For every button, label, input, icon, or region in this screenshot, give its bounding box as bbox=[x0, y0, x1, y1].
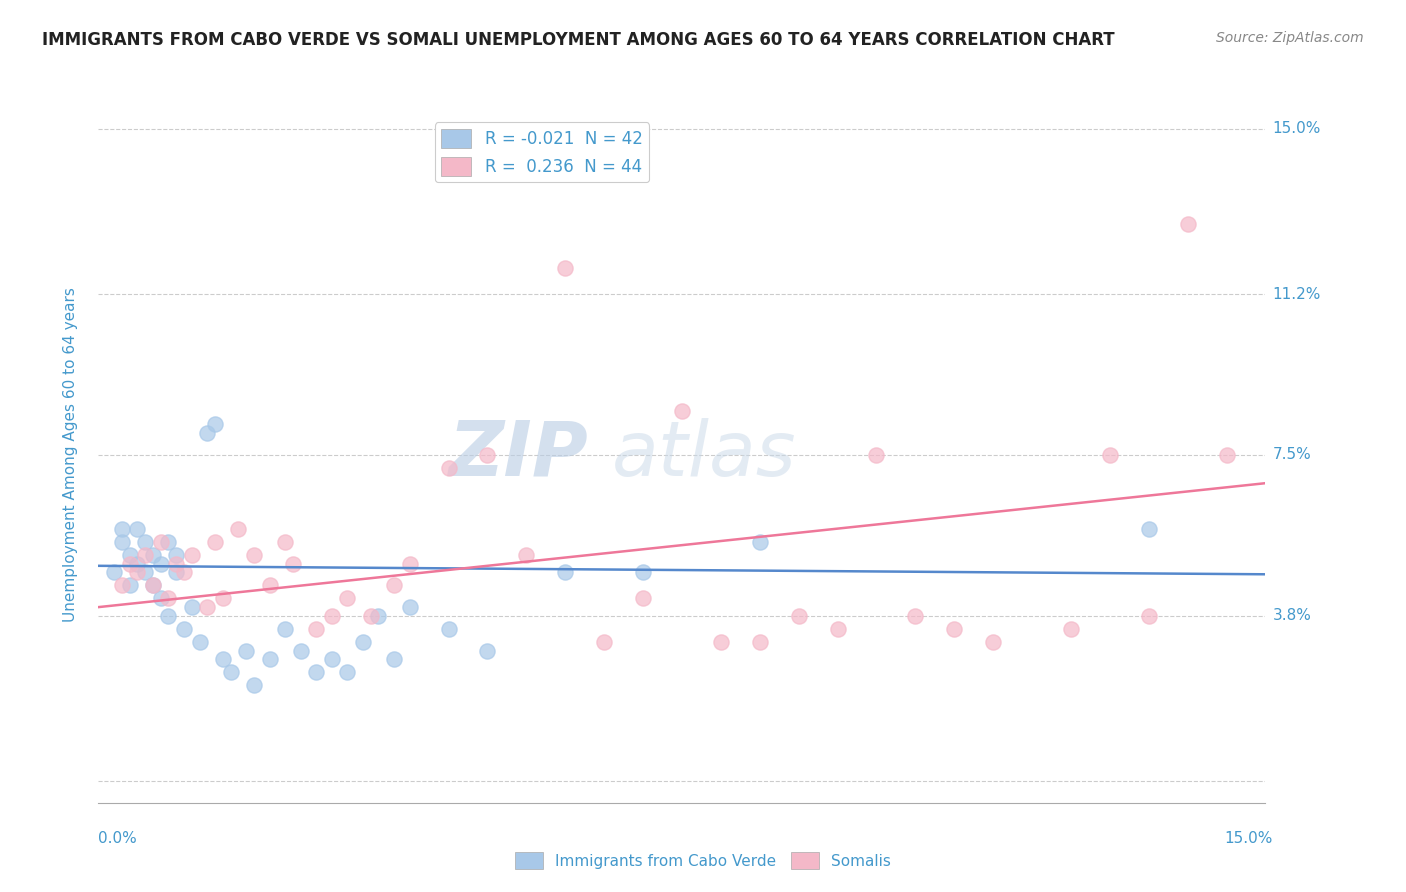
Point bbox=[103, 566, 125, 580]
Point bbox=[228, 522, 250, 536]
Point bbox=[259, 578, 281, 592]
Point bbox=[149, 534, 172, 549]
Legend: Immigrants from Cabo Verde, Somalis: Immigrants from Cabo Verde, Somalis bbox=[509, 846, 897, 875]
Point bbox=[593, 635, 616, 649]
Point bbox=[367, 608, 389, 623]
Point bbox=[212, 652, 235, 666]
Point bbox=[204, 417, 226, 432]
Point bbox=[134, 534, 156, 549]
Point bbox=[290, 643, 312, 657]
Point bbox=[157, 591, 180, 606]
Point bbox=[1060, 622, 1083, 636]
Text: IMMIGRANTS FROM CABO VERDE VS SOMALI UNEMPLOYMENT AMONG AGES 60 TO 64 YEARS CORR: IMMIGRANTS FROM CABO VERDE VS SOMALI UNE… bbox=[42, 31, 1115, 49]
Point bbox=[134, 566, 156, 580]
Point bbox=[157, 534, 180, 549]
Text: Source: ZipAtlas.com: Source: ZipAtlas.com bbox=[1216, 31, 1364, 45]
Point bbox=[827, 622, 849, 636]
Point bbox=[127, 557, 149, 571]
Point bbox=[477, 448, 499, 462]
Point bbox=[1098, 448, 1121, 462]
Point bbox=[336, 665, 359, 680]
Point bbox=[865, 448, 887, 462]
Y-axis label: Unemployment Among Ages 60 to 64 years: Unemployment Among Ages 60 to 64 years bbox=[63, 287, 77, 623]
Point bbox=[748, 635, 770, 649]
Point bbox=[149, 591, 172, 606]
Point bbox=[127, 566, 149, 580]
Point bbox=[398, 557, 420, 571]
Point bbox=[195, 426, 218, 441]
Point bbox=[127, 522, 149, 536]
Point bbox=[134, 548, 156, 562]
Point bbox=[111, 522, 134, 536]
Point bbox=[243, 678, 266, 692]
Point bbox=[437, 622, 460, 636]
Point bbox=[157, 608, 180, 623]
Point bbox=[212, 591, 235, 606]
Point bbox=[360, 608, 382, 623]
Point bbox=[180, 600, 202, 615]
Point bbox=[219, 665, 242, 680]
Point bbox=[477, 643, 499, 657]
Point bbox=[904, 608, 927, 623]
Point bbox=[710, 635, 733, 649]
Point bbox=[259, 652, 281, 666]
Point bbox=[165, 557, 187, 571]
Text: atlas: atlas bbox=[612, 418, 796, 491]
Point bbox=[235, 643, 257, 657]
Point bbox=[118, 557, 141, 571]
Point bbox=[352, 635, 374, 649]
Point bbox=[515, 548, 537, 562]
Point bbox=[281, 557, 304, 571]
Point bbox=[274, 622, 297, 636]
Point bbox=[382, 578, 405, 592]
Point bbox=[165, 548, 187, 562]
Point bbox=[336, 591, 359, 606]
Point bbox=[671, 404, 693, 418]
Point bbox=[321, 608, 343, 623]
Point bbox=[631, 566, 654, 580]
Text: 3.8%: 3.8% bbox=[1272, 608, 1312, 624]
Point bbox=[165, 566, 187, 580]
Point bbox=[142, 548, 165, 562]
Point bbox=[1215, 448, 1237, 462]
Point bbox=[981, 635, 1004, 649]
Point bbox=[111, 534, 134, 549]
Point bbox=[554, 566, 576, 580]
Text: ZIP: ZIP bbox=[449, 418, 589, 491]
Point bbox=[243, 548, 266, 562]
Text: 11.2%: 11.2% bbox=[1272, 286, 1320, 301]
Point bbox=[204, 534, 226, 549]
Point bbox=[173, 622, 195, 636]
Point bbox=[437, 461, 460, 475]
Point bbox=[1177, 218, 1199, 232]
Point bbox=[305, 622, 328, 636]
Text: 15.0%: 15.0% bbox=[1225, 831, 1272, 846]
Point bbox=[149, 557, 172, 571]
Point bbox=[748, 534, 770, 549]
Point bbox=[305, 665, 328, 680]
Point bbox=[398, 600, 420, 615]
Point bbox=[382, 652, 405, 666]
Text: 15.0%: 15.0% bbox=[1272, 121, 1320, 136]
Text: 7.5%: 7.5% bbox=[1272, 448, 1312, 462]
Point bbox=[631, 591, 654, 606]
Point bbox=[188, 635, 211, 649]
Point bbox=[180, 548, 202, 562]
Point bbox=[1137, 522, 1160, 536]
Point bbox=[142, 578, 165, 592]
Point bbox=[554, 260, 576, 275]
Point bbox=[1137, 608, 1160, 623]
Point bbox=[142, 578, 165, 592]
Text: 0.0%: 0.0% bbox=[98, 831, 138, 846]
Point bbox=[195, 600, 218, 615]
Point bbox=[173, 566, 195, 580]
Legend: R = -0.021  N = 42, R =  0.236  N = 44: R = -0.021 N = 42, R = 0.236 N = 44 bbox=[434, 122, 650, 183]
Point bbox=[118, 548, 141, 562]
Point bbox=[787, 608, 810, 623]
Point bbox=[943, 622, 966, 636]
Point bbox=[118, 578, 141, 592]
Point bbox=[111, 578, 134, 592]
Point bbox=[274, 534, 297, 549]
Point bbox=[321, 652, 343, 666]
